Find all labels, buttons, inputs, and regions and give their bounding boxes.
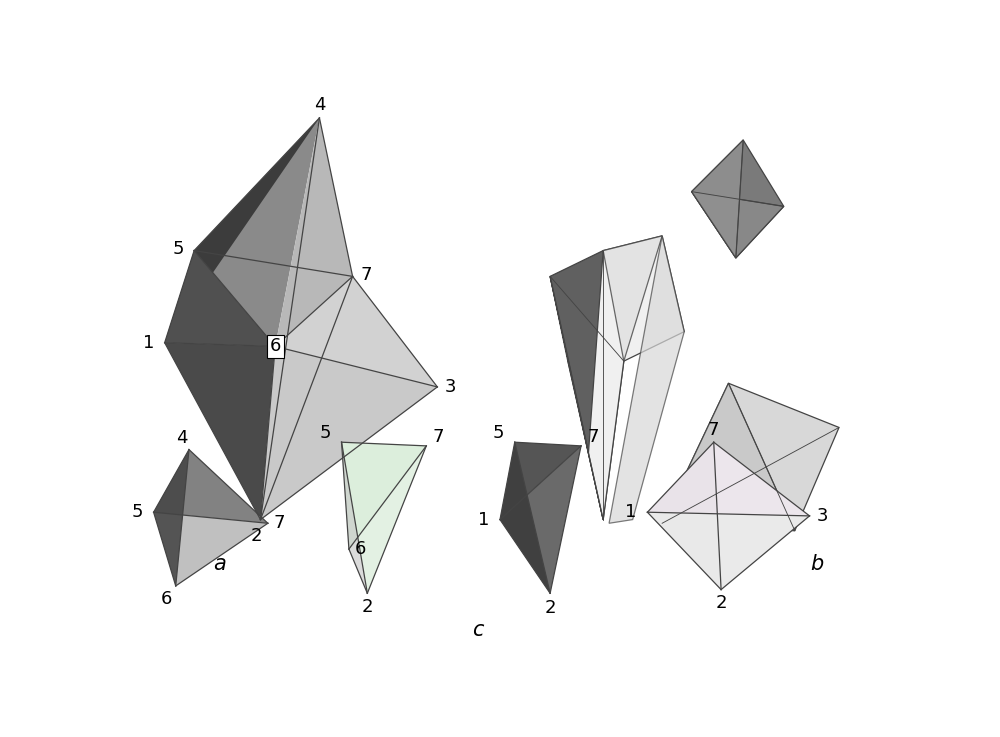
Polygon shape xyxy=(550,276,603,520)
Polygon shape xyxy=(154,450,268,523)
Polygon shape xyxy=(342,442,426,549)
Polygon shape xyxy=(275,118,353,346)
Polygon shape xyxy=(342,442,367,593)
Polygon shape xyxy=(275,276,437,387)
Text: 6: 6 xyxy=(270,338,281,355)
Polygon shape xyxy=(692,140,743,258)
Polygon shape xyxy=(500,442,550,593)
Polygon shape xyxy=(194,118,319,346)
Text: 6: 6 xyxy=(355,540,366,558)
Polygon shape xyxy=(692,192,784,258)
Polygon shape xyxy=(500,446,581,593)
Polygon shape xyxy=(165,343,275,520)
Polygon shape xyxy=(647,442,810,516)
Polygon shape xyxy=(714,442,810,590)
Text: 5: 5 xyxy=(132,503,143,521)
Text: 1: 1 xyxy=(478,511,489,528)
Polygon shape xyxy=(165,251,275,346)
Text: 7: 7 xyxy=(360,266,372,284)
Polygon shape xyxy=(647,512,810,590)
Polygon shape xyxy=(692,140,784,258)
Polygon shape xyxy=(550,251,624,520)
Polygon shape xyxy=(588,236,684,520)
Text: 5: 5 xyxy=(493,425,504,442)
Polygon shape xyxy=(154,512,268,586)
Polygon shape xyxy=(609,236,684,523)
Polygon shape xyxy=(165,118,319,343)
Polygon shape xyxy=(260,276,437,520)
Polygon shape xyxy=(260,346,437,520)
Polygon shape xyxy=(342,442,426,593)
Text: 4: 4 xyxy=(314,96,325,113)
Text: 7: 7 xyxy=(274,514,285,532)
Text: c: c xyxy=(472,620,484,640)
Text: 1: 1 xyxy=(143,334,154,352)
Text: 2: 2 xyxy=(715,594,727,612)
Text: 1: 1 xyxy=(625,503,637,521)
Text: 3: 3 xyxy=(817,507,829,525)
Text: b: b xyxy=(810,553,824,574)
Polygon shape xyxy=(603,236,662,361)
Text: 7: 7 xyxy=(587,428,599,446)
Text: a: a xyxy=(214,553,226,574)
Polygon shape xyxy=(154,450,189,586)
Text: 2: 2 xyxy=(544,599,556,617)
Polygon shape xyxy=(500,442,581,520)
Text: 4: 4 xyxy=(176,429,187,447)
Polygon shape xyxy=(662,383,795,531)
Text: 7: 7 xyxy=(432,428,444,446)
Text: 7: 7 xyxy=(708,422,719,439)
Text: 2: 2 xyxy=(362,598,373,615)
Polygon shape xyxy=(647,442,721,590)
Text: 5: 5 xyxy=(172,240,184,258)
Text: 3: 3 xyxy=(445,378,456,396)
Text: 2: 2 xyxy=(251,527,263,545)
Text: 6: 6 xyxy=(161,590,173,608)
Text: 5: 5 xyxy=(320,425,331,442)
Polygon shape xyxy=(662,383,839,531)
